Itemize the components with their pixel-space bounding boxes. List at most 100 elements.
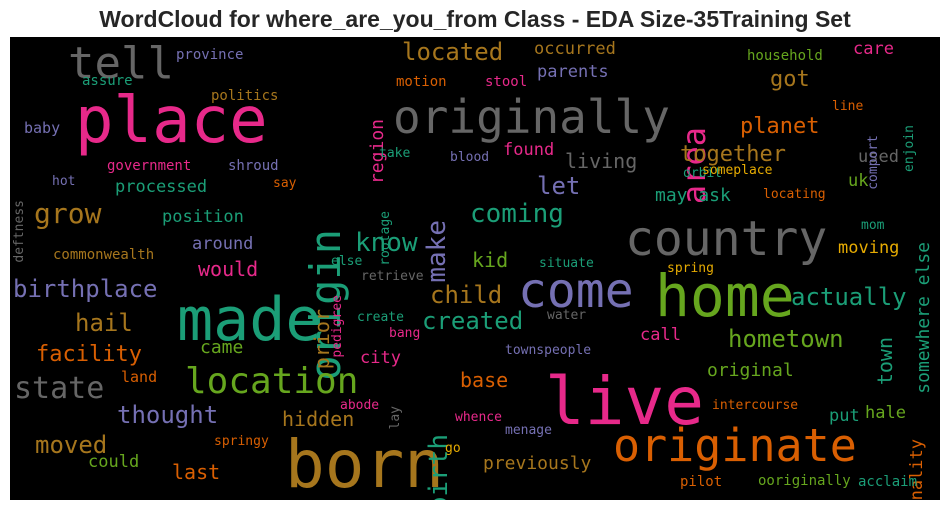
word-moved: moved (35, 431, 108, 459)
word-birthplace: birthplace (13, 275, 158, 303)
word-whence: whence (455, 410, 502, 425)
word-came: came (200, 337, 244, 358)
word-hidden: hidden (282, 407, 355, 431)
word-say: say (273, 176, 297, 191)
word-live: live (545, 363, 704, 440)
word-hale: hale (865, 403, 906, 423)
word-created: created (422, 307, 524, 335)
word-location: location (185, 361, 359, 402)
word-child: child (430, 281, 503, 309)
word-else: else (331, 254, 363, 269)
word-townspeople: townspeople (505, 343, 592, 358)
word-retrieve: retrieve (361, 269, 424, 284)
word-call: call (640, 325, 681, 345)
word-politics: politics (211, 88, 279, 104)
word-grow: grow (34, 197, 102, 230)
word-last: last (172, 460, 221, 484)
word-create: create (357, 310, 404, 325)
word-spring: spring (667, 261, 714, 276)
word-tell: tell (68, 38, 174, 89)
word-go: go (445, 441, 461, 456)
word-used: used (858, 147, 899, 167)
word-parents: parents (537, 62, 609, 82)
word-menage: menage (505, 423, 552, 438)
word-cloud: born place live home come made country originat… (10, 37, 940, 500)
word-thought: thought (117, 401, 219, 429)
word-kid: kid (472, 248, 509, 272)
word-together: together (680, 142, 786, 167)
word-shroud: shroud (228, 158, 279, 174)
word-springy: springy (214, 434, 269, 449)
word-hometown: hometown (728, 325, 844, 353)
word-pilot: pilot (680, 474, 723, 490)
word-household: household (747, 48, 823, 64)
word-blood: blood (450, 150, 490, 165)
word-born: born (285, 426, 444, 500)
word-bang: bang (389, 326, 421, 341)
word-original: original (707, 360, 794, 381)
word-uk: uk (848, 171, 869, 191)
word-town: town (873, 337, 897, 386)
word-place: place (75, 84, 268, 158)
word-originally: originally (393, 90, 670, 144)
word-land: land (121, 368, 158, 386)
word-home: home (655, 262, 795, 330)
word-let: let (537, 172, 581, 200)
word-got: got (770, 67, 810, 92)
word-province: province (176, 47, 244, 63)
word-someplace: someplace (702, 163, 773, 178)
word-mom: mom (861, 218, 885, 233)
word-make: make (422, 220, 452, 283)
chart-title: WordCloud for where_are_you_from Class -… (99, 6, 851, 32)
word-occurred: occurred (534, 39, 616, 59)
word-locating: locating (763, 187, 826, 202)
word-intercourse: intercourse (712, 398, 799, 413)
word-comport: comport (866, 135, 881, 190)
word-somewhere-else: somewhere else (913, 242, 934, 394)
word-lay: lay (388, 406, 403, 430)
word-actually: actually (791, 283, 907, 311)
word-care: care (853, 39, 894, 59)
word-previously: previously (483, 453, 592, 474)
word-come: come (518, 263, 634, 319)
word-know: know (355, 228, 418, 258)
word-water: water (547, 308, 587, 323)
word-state: state (14, 371, 105, 406)
word-found: found (503, 140, 555, 160)
word-originate: originate (613, 419, 857, 472)
word-may-ask: may ask (655, 185, 731, 206)
word-around: around (192, 234, 254, 254)
word-enjoin: enjoin (902, 125, 917, 172)
word-coming: coming (470, 199, 564, 229)
word-city: city (360, 348, 401, 368)
word-prior: prior (310, 309, 334, 370)
word-ooriginally: ooriginally (758, 473, 851, 489)
word-line: line (832, 99, 864, 114)
word-deftness: deftness (12, 200, 27, 263)
word-hail: hail (75, 309, 133, 337)
word-government: government (107, 158, 192, 174)
word-country: country (625, 211, 828, 267)
word-stool: stool (485, 74, 528, 90)
word-base: base (460, 368, 509, 392)
word-living: living (565, 149, 638, 173)
word-could: could (88, 452, 140, 472)
word-assure: assure (82, 73, 133, 89)
word-processed: processed (115, 177, 208, 197)
word-hot: hot (52, 174, 76, 189)
word-commonwealth: commonwealth (53, 247, 155, 263)
word-motion: motion (396, 74, 447, 90)
word-rootage: rootage (378, 211, 393, 266)
word-position: position (162, 207, 244, 227)
word-orbit: orbit (683, 166, 723, 181)
word-planet: planet (740, 114, 820, 139)
word-take: take (379, 146, 411, 161)
word-made: made (177, 285, 322, 355)
word-nationality: nationality (907, 439, 927, 500)
word-situate: situate (539, 256, 594, 271)
word-pedigree: pedigree (330, 295, 345, 358)
word-located: located (402, 38, 504, 66)
word-moving: moving (838, 238, 900, 258)
word-put: put (829, 406, 860, 426)
word-acclaim: acclaim (858, 474, 918, 490)
